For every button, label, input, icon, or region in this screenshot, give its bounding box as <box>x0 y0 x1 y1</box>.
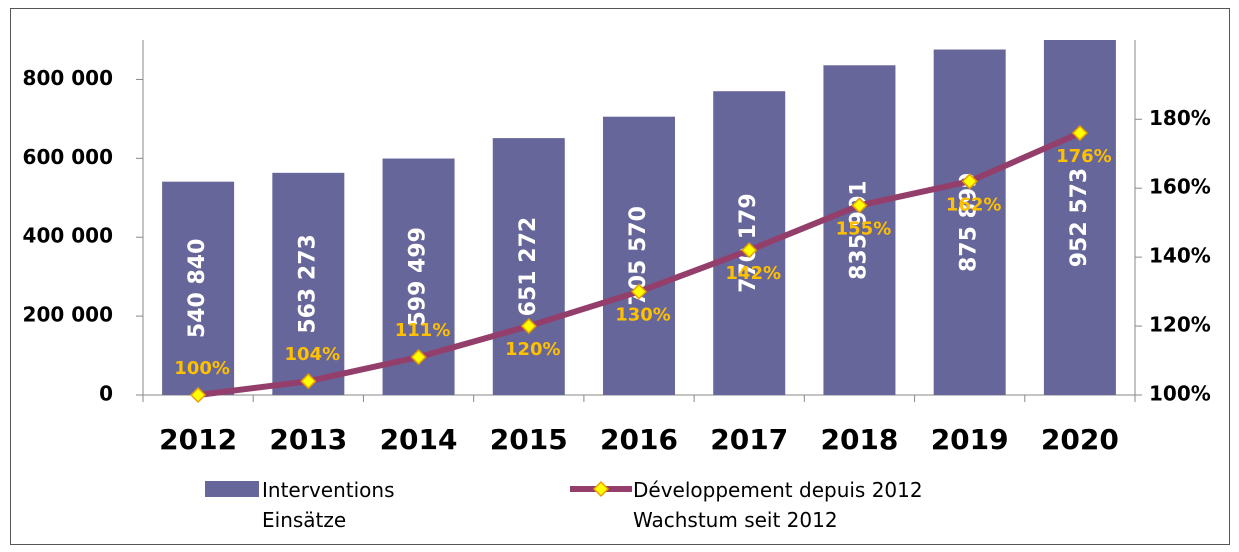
line-marker <box>961 173 978 190</box>
bar-value-label: 540 840 <box>185 239 210 339</box>
legend-swatch <box>205 481 259 497</box>
line-value-label: 155% <box>836 218 892 239</box>
legend-swatch <box>592 480 610 498</box>
legend-label: Interventions Einsätze <box>262 478 395 532</box>
y2-tick-label: 120% <box>1149 313 1211 337</box>
bar <box>603 116 675 395</box>
y-tick-label: 800 000 <box>23 66 113 90</box>
x-tick-label: 2016 <box>600 423 678 456</box>
bar-value-label: 651 272 <box>516 217 541 317</box>
y2-tick-label: 100% <box>1149 382 1211 406</box>
line-value-label: 111% <box>395 320 451 341</box>
bar <box>272 172 345 395</box>
legend-label: Développement depuis 2012 Wachstum seit … <box>633 478 923 532</box>
line-value-label: 120% <box>505 339 561 360</box>
line-value-label: 176% <box>1056 146 1112 167</box>
bar-value-label: 875 899 <box>957 172 982 272</box>
bar-value-label: 563 273 <box>295 234 320 334</box>
line-marker <box>520 318 537 335</box>
line-marker <box>741 242 758 259</box>
y-tick-label: 600 000 <box>23 145 113 169</box>
x-tick-label: 2018 <box>820 423 898 456</box>
line-value-label: 130% <box>615 305 671 326</box>
y2-tick-label: 140% <box>1149 244 1211 268</box>
line-value-label: 162% <box>946 194 1002 215</box>
bar-value-label: 952 573 <box>1067 168 1092 268</box>
bar <box>1043 40 1116 395</box>
line-marker <box>410 349 427 366</box>
line-value-label: 100% <box>174 358 230 379</box>
x-tick-label: 2020 <box>1041 423 1119 456</box>
x-tick-label: 2012 <box>159 423 237 456</box>
y-tick-label: 0 <box>99 382 113 406</box>
chart-border <box>10 8 1230 545</box>
y2-tick-label: 180% <box>1149 106 1211 130</box>
bar-value-label: 835 901 <box>846 180 871 280</box>
y2-tick-label: 160% <box>1149 175 1211 199</box>
bar <box>492 138 565 395</box>
line-marker <box>630 283 648 300</box>
bar <box>933 49 1006 395</box>
bar <box>162 181 235 395</box>
line-marker <box>851 197 868 214</box>
x-tick-label: 2019 <box>931 423 1009 456</box>
bar <box>823 65 896 395</box>
line-marker <box>300 373 317 390</box>
x-tick-label: 2013 <box>269 423 347 456</box>
line-value-label: 104% <box>285 344 341 365</box>
x-tick-label: 2017 <box>710 423 788 456</box>
x-tick-label: 2015 <box>490 423 568 456</box>
line-marker <box>190 386 207 404</box>
x-tick-label: 2014 <box>380 423 458 456</box>
bar-value-label: 599 499 <box>406 227 431 327</box>
y-tick-label: 200 000 <box>23 303 113 327</box>
line-marker <box>1071 124 1088 142</box>
line-value-label: 142% <box>725 263 781 284</box>
y-tick-label: 400 000 <box>23 224 113 248</box>
